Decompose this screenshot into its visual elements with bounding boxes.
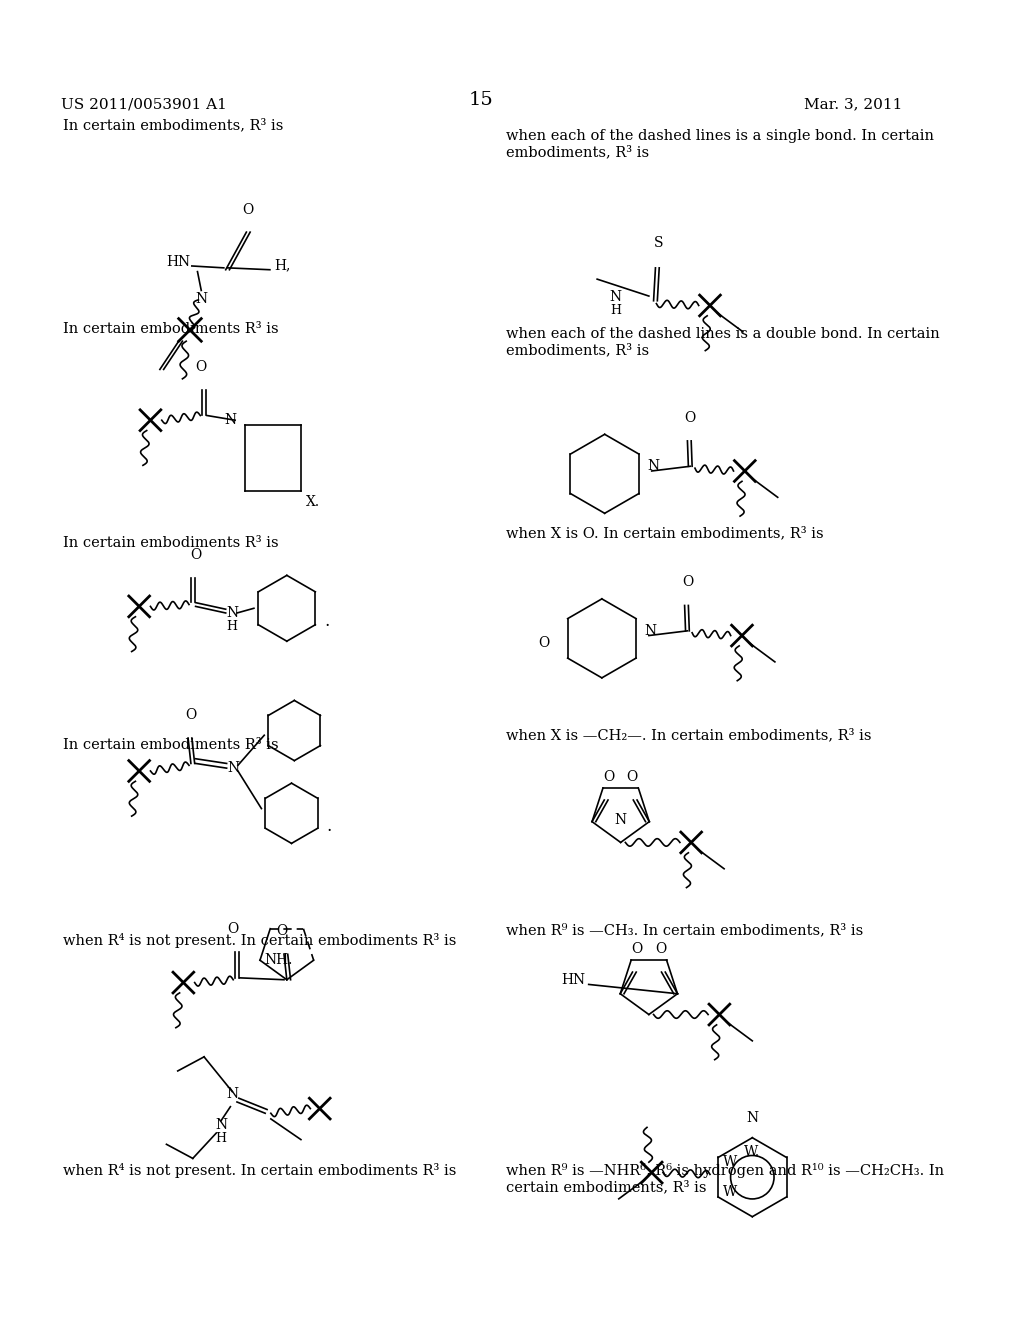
Text: when R⁴ is not present. In certain embodiments R³ is: when R⁴ is not present. In certain embod… (62, 933, 456, 948)
Text: In certain embodiments R³ is: In certain embodiments R³ is (62, 322, 279, 337)
Text: when X is O. In certain embodiments, R³ is: when X is O. In certain embodiments, R³ … (506, 525, 823, 540)
Text: N: N (196, 292, 207, 306)
Text: Mar. 3, 2011: Mar. 3, 2011 (805, 98, 903, 112)
Text: S: S (653, 236, 663, 249)
Text: when R⁹ is —CH₃. In certain embodiments, R³ is: when R⁹ is —CH₃. In certain embodiments,… (506, 923, 863, 937)
Text: when X is —CH₂—. In certain embodiments, R³ is: when X is —CH₂—. In certain embodiments,… (506, 729, 871, 742)
Text: O: O (632, 942, 643, 956)
Text: N: N (609, 290, 622, 304)
Text: when R⁹ is —NHR⁶, R⁶ is hydrogen and R¹⁰ is —CH₂CH₃. In
certain embodiments, R³ : when R⁹ is —NHR⁶, R⁶ is hydrogen and R¹⁰… (506, 1163, 944, 1193)
Text: O: O (190, 548, 202, 562)
Text: when each of the dashed lines is a double bond. In certain
embodiments, R³ is: when each of the dashed lines is a doubl… (506, 327, 939, 358)
Text: W: W (723, 1155, 737, 1170)
Text: O: O (227, 923, 239, 936)
Text: X.: X. (305, 495, 319, 510)
Text: O: O (185, 708, 197, 722)
Text: N: N (614, 813, 627, 828)
Text: O: O (685, 411, 696, 425)
Text: H,: H, (274, 257, 291, 272)
Text: O: O (682, 576, 693, 590)
Text: In certain embodiments R³ is: In certain embodiments R³ is (62, 738, 279, 752)
Text: N: N (644, 624, 656, 638)
Text: O: O (655, 942, 667, 956)
Text: N: N (746, 1110, 759, 1125)
Text: O: O (603, 770, 614, 784)
Text: H: H (226, 619, 238, 632)
Text: when each of the dashed lines is a single bond. In certain
embodiments, R³ is: when each of the dashed lines is a singl… (506, 129, 934, 158)
Text: N: N (226, 606, 239, 620)
Text: N: N (647, 459, 659, 474)
Text: HN: HN (562, 973, 586, 987)
Text: In certain embodiments, R³ is: In certain embodiments, R³ is (62, 119, 283, 133)
Text: N: N (227, 762, 240, 775)
Text: US 2011/0053901 A1: US 2011/0053901 A1 (61, 98, 227, 112)
Text: N: N (225, 413, 237, 428)
Text: H: H (610, 304, 621, 317)
Text: when R⁴ is not present. In certain embodiments R³ is: when R⁴ is not present. In certain embod… (62, 1163, 456, 1177)
Text: In certain embodiments R³ is: In certain embodiments R³ is (62, 536, 279, 550)
Text: .: . (325, 612, 330, 630)
Text: 15: 15 (469, 91, 494, 110)
Text: O: O (538, 636, 549, 649)
Text: O: O (243, 203, 254, 216)
Text: W.: W. (744, 1146, 761, 1159)
Text: O: O (627, 770, 638, 784)
Text: N: N (226, 1088, 239, 1101)
Text: N: N (215, 1118, 227, 1133)
Text: .: . (327, 818, 332, 836)
Text: W: W (723, 1185, 737, 1200)
Text: HN: HN (166, 255, 190, 269)
Text: NH.: NH. (264, 953, 293, 968)
Text: O: O (276, 924, 288, 939)
Text: H: H (215, 1133, 226, 1146)
Text: O: O (196, 360, 207, 374)
